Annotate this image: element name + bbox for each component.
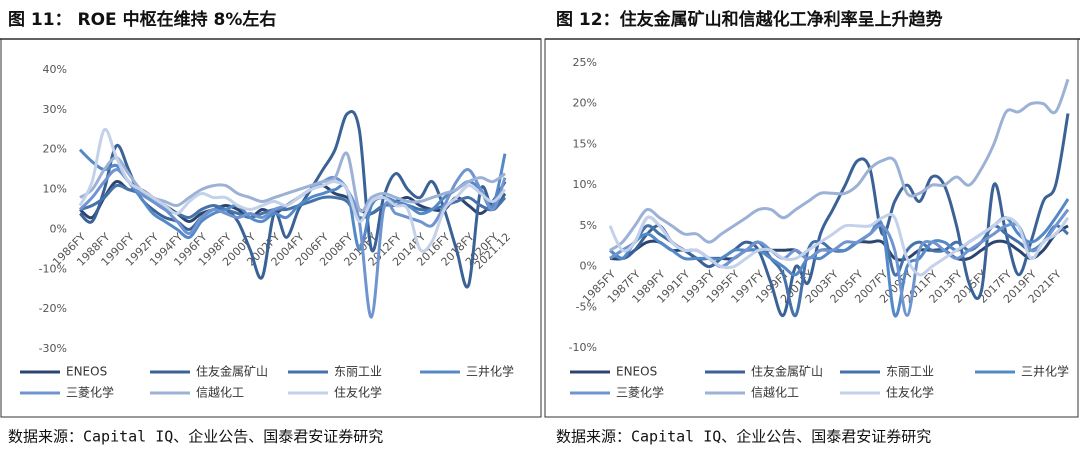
legend-label: ENEOS: [66, 365, 107, 379]
y-tick-label: 0%: [50, 222, 67, 235]
legend-label: 三菱化学: [616, 385, 664, 400]
legend-label: 信越化工: [751, 386, 799, 400]
chart-title: 图 11： ROE 中枢在维持 8%左右: [8, 9, 276, 30]
y-tick-label: -20%: [39, 302, 67, 315]
legend-label: 三井化学: [466, 364, 514, 379]
source-note: 数据来源：Capital IQ、企业公告、国泰君安证券研究: [556, 428, 931, 446]
source-note: 数据来源：Capital IQ、企业公告、国泰君安证券研究: [8, 428, 383, 446]
y-tick-label: 20%: [43, 143, 67, 156]
y-tick-label: -30%: [39, 342, 67, 355]
series-line: [609, 78, 1070, 252]
series-line: [78, 127, 507, 253]
legend-label: 住友金属矿山: [196, 364, 268, 379]
y-tick-label: 10%: [573, 178, 597, 191]
y-tick-label: -10%: [569, 341, 597, 354]
y-tick-label: 25%: [573, 56, 597, 69]
legend-label: ENEOS: [616, 365, 657, 379]
legend-label: 住友化学: [886, 385, 934, 400]
y-tick-label: 40%: [43, 63, 67, 76]
y-tick-label: 0%: [580, 260, 597, 273]
series-line: [78, 148, 507, 251]
series-line: [608, 212, 1070, 277]
legend-label: 三井化学: [1021, 364, 1069, 379]
panel-frame: [544, 38, 1079, 418]
y-tick-label: -10%: [39, 262, 67, 275]
legend-label: 东丽工业: [334, 365, 382, 379]
y-tick-label: 5%: [580, 219, 597, 232]
chart-title: 图 12：住友金属矿山和信越化工净利率呈上升趋势: [556, 9, 943, 30]
legend-label: 住友金属矿山: [751, 364, 823, 379]
legend-label: 东丽工业: [886, 365, 934, 379]
y-tick-label: 30%: [43, 103, 67, 116]
y-tick-label: 10%: [43, 183, 67, 196]
legend-label: 住友化学: [334, 385, 382, 400]
y-tick-label: -5%: [576, 300, 597, 313]
legend-label: 信越化工: [196, 386, 244, 400]
series-line: [78, 109, 507, 289]
legend-label: 三菱化学: [66, 385, 114, 400]
y-tick-label: 20%: [573, 97, 597, 110]
panel-frame: [0, 38, 542, 418]
y-tick-label: 15%: [573, 137, 597, 150]
